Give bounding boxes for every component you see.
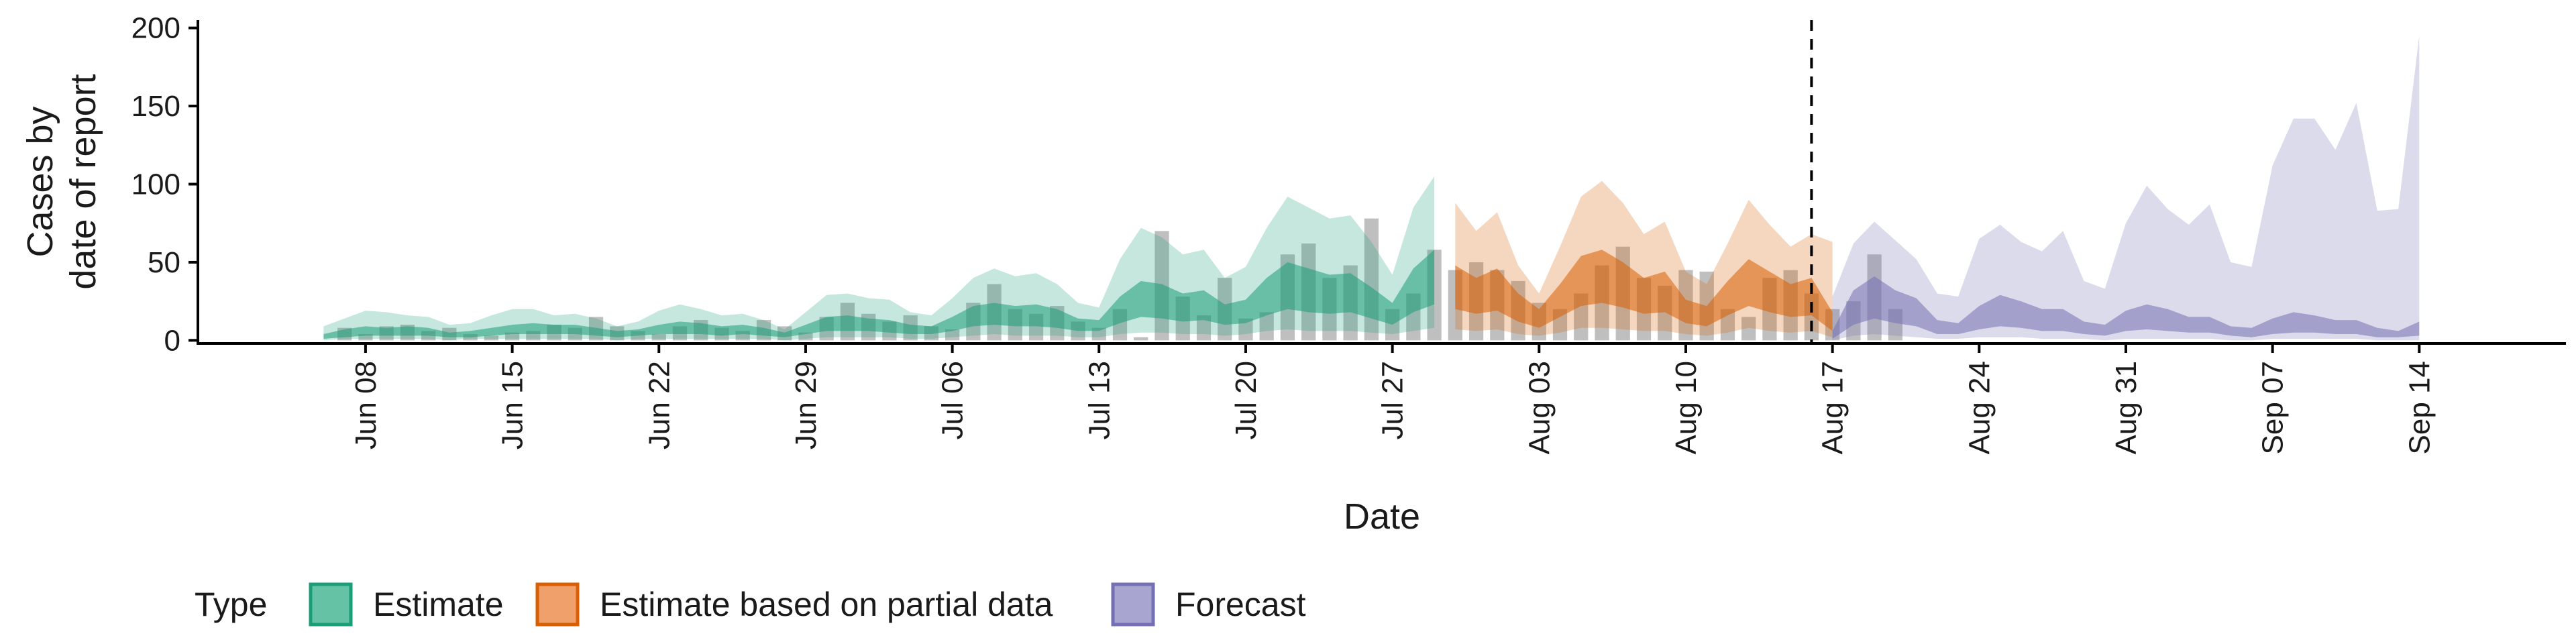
x-tick-label: Jul 20: [1230, 361, 1263, 439]
axes: 0 50 100 150 200 Jun 08 Jun 15 Jun 22 Jun 29 Jul…: [131, 12, 2566, 454]
y-tick-label: 50: [148, 246, 180, 279]
y-axis-ticks: 0 50 100 150 200: [131, 12, 198, 357]
x-tick-label: Jul 13: [1083, 361, 1116, 439]
y-axis-title-line-1: Cases by: [20, 106, 60, 257]
reported-case-bar: [1196, 315, 1212, 341]
x-tick-label: Aug 31: [2110, 361, 2143, 454]
x-tick-label: Jun 15: [496, 361, 529, 449]
reported-case-bar: [358, 334, 373, 341]
legend: Type Estimate Estimate based on partial d…: [195, 582, 1306, 627]
estimate-bands: [323, 36, 2420, 341]
reported-case-bar: [484, 335, 498, 341]
x-tick-label: Aug 03: [1523, 361, 1556, 454]
x-tick-label: Aug 17: [1817, 361, 1849, 454]
reported-case-bar: [945, 329, 960, 341]
y-tick-label: 150: [131, 90, 180, 123]
x-tick-label: Jul 27: [1377, 361, 1409, 439]
x-axis-title: Date: [1344, 496, 1420, 537]
forecast-outer-band: [1832, 36, 2420, 341]
reported-case-bar: [651, 334, 666, 341]
reported-case-bar: [1134, 337, 1148, 341]
estimate-based-on-partial-data-inner-band: [1455, 250, 1833, 331]
forecast-inner-band: [1832, 276, 2420, 339]
x-tick-label: Sep 14: [2403, 361, 2436, 454]
legend-item-label: Estimate based on partial data: [600, 586, 1053, 623]
legend-item-label: Forecast: [1175, 586, 1306, 623]
reported-case-bar: [1741, 317, 1756, 341]
x-tick-label: Aug 10: [1670, 361, 1703, 454]
reported-case-bar: [1259, 312, 1274, 341]
y-tick-label: 0: [164, 324, 180, 357]
legend-title: Type: [195, 586, 267, 623]
reported-case-bar: [798, 332, 813, 341]
legend-key-swatch: [309, 582, 353, 627]
legend-items: Estimate Estimate based on partial data Fo…: [309, 582, 1306, 627]
y-tick-label: 200: [131, 12, 180, 45]
y-axis-title-line-2: date of report: [63, 74, 103, 289]
reported-case-bar: [504, 332, 520, 341]
x-tick-label: Jun 08: [350, 361, 382, 449]
y-tick-label: 100: [131, 168, 180, 201]
x-axis-ticks: Jun 08 Jun 15 Jun 22 Jun 29 Jul 06 Jul 13 Jul …: [350, 343, 2436, 454]
x-tick-label: Jul 06: [936, 361, 969, 439]
x-tick-label: Jun 22: [643, 361, 676, 449]
reported-case-bar: [1238, 318, 1253, 341]
legend-key-swatch: [1111, 582, 1155, 627]
x-tick-label: Jun 29: [790, 361, 822, 449]
estimate-inner-band: [323, 250, 1435, 339]
legend-item-label: Estimate: [373, 586, 504, 623]
legend-key-swatch: [535, 582, 580, 627]
x-tick-label: Sep 07: [2257, 361, 2290, 454]
x-tick-label: Aug 24: [1963, 361, 1996, 454]
estimate-outer-band: [323, 176, 1435, 341]
